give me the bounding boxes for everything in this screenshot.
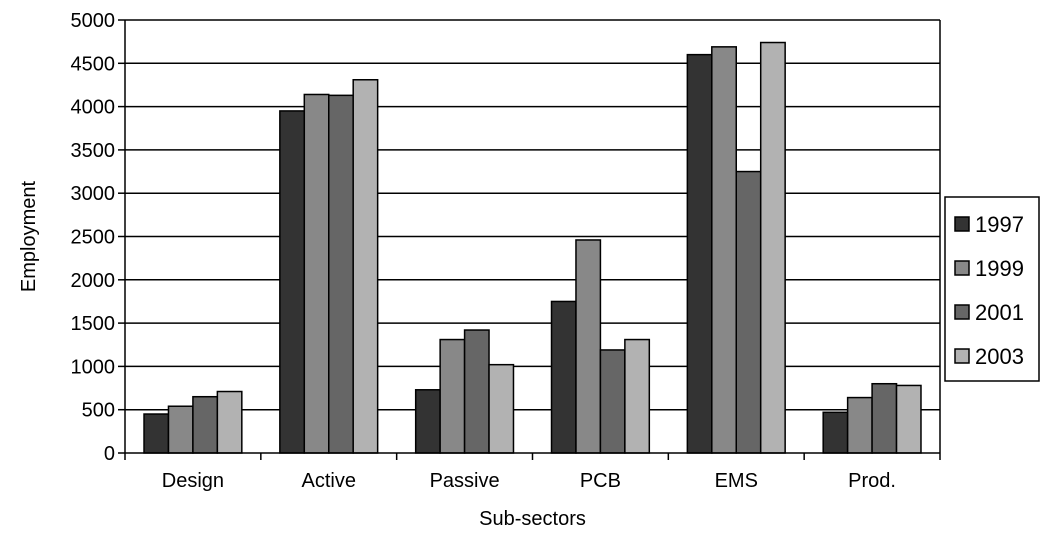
y-tick-label: 2500 xyxy=(71,227,116,249)
bar-1997-passive xyxy=(414,389,441,454)
bar-1997-active xyxy=(279,110,306,454)
x-axis-title: Sub-sectors xyxy=(479,508,586,530)
legend-swatch-2003 xyxy=(954,348,970,364)
legend-label-2003: 2003 xyxy=(975,344,1024,369)
bar-2003-pcb xyxy=(624,338,651,454)
bar-2001-prod xyxy=(871,382,898,454)
bar-1997-prod xyxy=(822,411,849,454)
y-tick-label: 0 xyxy=(104,443,115,465)
x-tick-label: EMS xyxy=(715,470,758,492)
x-tick-label: PCB xyxy=(580,470,621,492)
bar-2003-active xyxy=(352,79,379,454)
bar-1999-passive xyxy=(439,338,466,454)
bar-2001-pcb xyxy=(599,349,626,454)
legend-label-2001: 2001 xyxy=(975,300,1024,325)
legend-swatch-2001 xyxy=(954,304,970,320)
y-tick-label: 4000 xyxy=(71,97,116,119)
bar-1999-ems xyxy=(711,46,737,454)
legend-swatch-1999 xyxy=(954,260,970,276)
y-tick-label: 4500 xyxy=(71,53,116,75)
bar-1997-ems xyxy=(686,53,713,454)
bar-2001-ems xyxy=(735,170,762,454)
bar-1997-pcb xyxy=(550,300,577,454)
y-tick-label: 1000 xyxy=(71,356,116,378)
y-tick-label: 1500 xyxy=(71,313,116,335)
bar-2003-passive xyxy=(488,363,515,454)
legend: 1997 1999 2001 2003 xyxy=(944,196,1040,382)
x-tick-label: Active xyxy=(302,470,356,492)
y-axis-title: Employment xyxy=(18,180,40,292)
y-tick-label: 3000 xyxy=(71,183,116,205)
x-tick-label: Design xyxy=(162,470,224,492)
bar-1999-prod xyxy=(846,396,873,454)
bars xyxy=(143,41,922,454)
bar-1999-design xyxy=(167,405,194,454)
x-tick-labels: Design Active Passive PCB EMS Prod. xyxy=(162,470,896,492)
gridlines xyxy=(125,19,940,411)
legend-label-1999: 1999 xyxy=(975,256,1024,281)
legend-swatch-1997 xyxy=(954,216,970,232)
bar-1999-pcb xyxy=(575,239,602,454)
bar-2003-design xyxy=(216,390,243,454)
y-tick-label: 2000 xyxy=(71,270,116,292)
legend-label-1997: 1997 xyxy=(975,212,1024,237)
bar-2003-prod xyxy=(895,384,922,454)
bar-2003-ems xyxy=(759,41,786,454)
bar-2001-design xyxy=(192,395,219,454)
bar-1997-design xyxy=(143,413,170,454)
y-tick-labels: 0 500 1000 1500 2000 2500 3000 3500 4000 4500 5000 xyxy=(71,10,116,465)
y-tick-label: 3500 xyxy=(71,140,116,162)
y-tick-label: 500 xyxy=(82,400,115,422)
axes xyxy=(118,19,941,460)
bar-1999-active xyxy=(303,93,330,454)
x-tick-label: Passive xyxy=(430,470,500,492)
y-tick-label: 5000 xyxy=(71,10,116,32)
bar-2001-passive xyxy=(463,329,490,454)
x-tick-label: Prod. xyxy=(848,470,896,492)
bar-2001-active xyxy=(328,94,354,454)
